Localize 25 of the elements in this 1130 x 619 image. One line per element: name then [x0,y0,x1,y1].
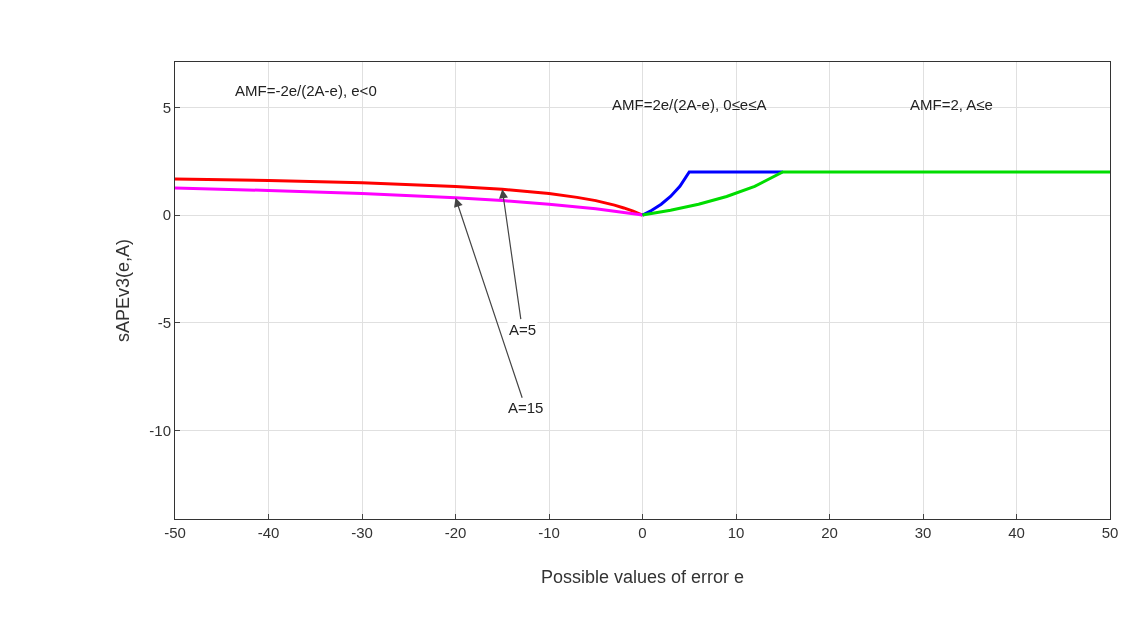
y-tick-label: -10 [149,421,171,439]
x-tick-label: 0 [638,524,647,541]
annotation: AMF=-2e/(2A-e), e<0 [235,82,377,99]
y-axis-title: sAPEv3(e,A) [113,238,133,343]
x-tick-label: 30 [914,524,932,541]
x-tick-label: -40 [257,524,280,541]
x-axis-title: Possible values of error e [540,567,745,587]
x-tick-label: -50 [164,524,186,541]
line-series [641,170,785,217]
line-series [641,170,1110,217]
x-tick-label: 20 [821,524,838,541]
annotation: AMF=2e/(2A-e), 0≤e≤A [612,96,767,113]
y-tick-label: 5 [162,98,171,116]
line-series [175,186,644,217]
y-tick-label: -5 [157,314,171,332]
annotation: A=5 [509,321,537,338]
x-tick-label: 10 [727,524,745,541]
x-tick-label: 50 [1101,524,1119,541]
x-tick-label: -20 [444,524,467,541]
x-tick-label: -10 [538,524,560,541]
x-tick-label: 40 [1008,524,1025,541]
annotation: A=15 [508,399,544,416]
annotation: AMF=2, A≤e [910,96,993,113]
x-tick-label: -30 [351,524,373,541]
y-tick-label: 0 [162,206,171,224]
